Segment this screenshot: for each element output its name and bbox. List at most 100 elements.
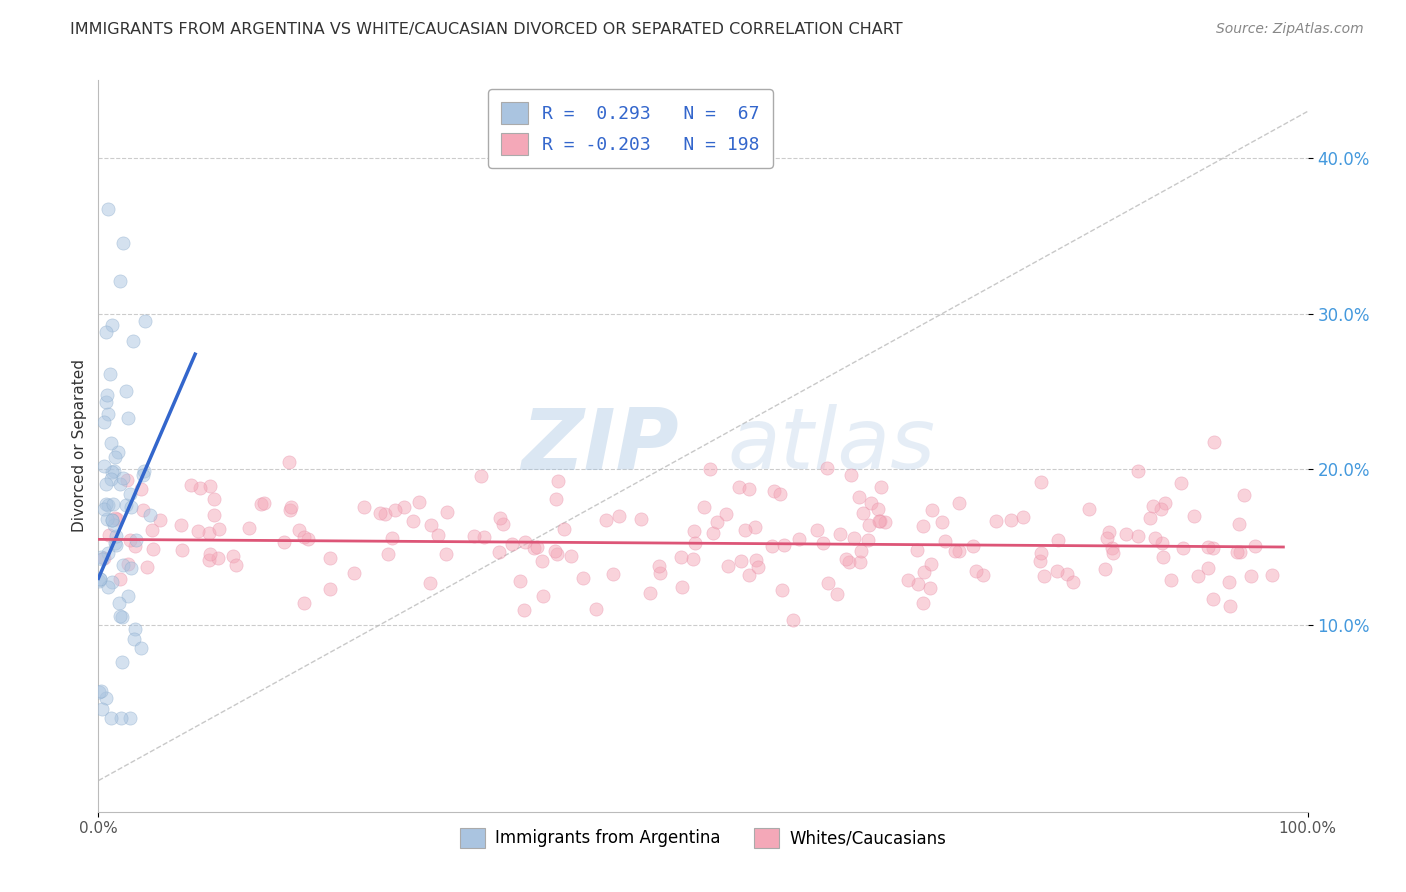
Point bbox=[1000, 513, 1022, 527]
Point bbox=[129, 641, 152, 656]
Point bbox=[125, 533, 148, 547]
Point bbox=[1046, 564, 1069, 578]
Point bbox=[472, 530, 495, 544]
Point bbox=[1170, 475, 1192, 490]
Point bbox=[1031, 475, 1053, 489]
Point bbox=[544, 544, 567, 558]
Point bbox=[849, 543, 872, 558]
Point bbox=[1011, 509, 1033, 524]
Point bbox=[374, 507, 396, 521]
Point bbox=[111, 655, 134, 669]
Point bbox=[319, 582, 342, 596]
Point bbox=[817, 575, 839, 590]
Point bbox=[544, 491, 567, 506]
Point bbox=[117, 557, 139, 571]
Point bbox=[225, 558, 247, 572]
Point bbox=[912, 565, 935, 579]
Point bbox=[948, 544, 970, 558]
Y-axis label: Divorced or Separated: Divorced or Separated bbox=[72, 359, 87, 533]
Point bbox=[135, 560, 157, 574]
Point bbox=[139, 508, 162, 523]
Point bbox=[94, 476, 117, 491]
Point bbox=[501, 536, 523, 550]
Point bbox=[1062, 574, 1084, 589]
Point bbox=[1243, 539, 1265, 553]
Point bbox=[94, 691, 117, 706]
Point bbox=[835, 552, 858, 566]
Point bbox=[859, 495, 882, 509]
Point bbox=[920, 581, 942, 595]
Point bbox=[392, 500, 415, 515]
Point bbox=[825, 587, 848, 601]
Point bbox=[200, 547, 222, 561]
Point bbox=[97, 202, 120, 217]
Point bbox=[103, 464, 125, 478]
Point bbox=[848, 555, 870, 569]
Point bbox=[117, 590, 139, 604]
Point bbox=[769, 487, 792, 501]
Point bbox=[107, 445, 129, 459]
Point bbox=[745, 552, 768, 566]
Point bbox=[572, 571, 595, 585]
Point bbox=[1126, 529, 1149, 543]
Point bbox=[1233, 488, 1256, 502]
Point bbox=[1197, 560, 1219, 574]
Point bbox=[815, 460, 838, 475]
Point bbox=[96, 325, 118, 339]
Point bbox=[1187, 568, 1209, 582]
Point bbox=[420, 517, 443, 532]
Point bbox=[111, 236, 134, 251]
Point bbox=[96, 388, 118, 402]
Point bbox=[434, 547, 457, 561]
Point bbox=[170, 542, 193, 557]
Point bbox=[353, 500, 375, 515]
Point bbox=[93, 416, 115, 430]
Point bbox=[110, 711, 132, 725]
Point bbox=[1171, 541, 1194, 555]
Point bbox=[509, 574, 531, 589]
Point bbox=[120, 711, 142, 725]
Point bbox=[91, 551, 114, 566]
Point bbox=[1144, 531, 1167, 545]
Point bbox=[108, 572, 131, 586]
Point bbox=[1219, 599, 1241, 613]
Point bbox=[972, 567, 994, 582]
Point bbox=[89, 685, 111, 699]
Point bbox=[470, 469, 492, 483]
Point bbox=[101, 514, 124, 528]
Point bbox=[602, 566, 624, 581]
Point bbox=[717, 558, 740, 573]
Point bbox=[683, 536, 706, 550]
Point bbox=[762, 483, 785, 498]
Point bbox=[1227, 517, 1250, 532]
Point bbox=[319, 551, 342, 566]
Point bbox=[747, 560, 769, 574]
Point bbox=[89, 572, 111, 586]
Point bbox=[1150, 502, 1173, 516]
Point bbox=[1160, 573, 1182, 587]
Point bbox=[103, 497, 125, 511]
Point bbox=[222, 549, 245, 563]
Point bbox=[436, 505, 458, 519]
Point bbox=[121, 561, 143, 575]
Point bbox=[630, 512, 652, 526]
Point bbox=[97, 498, 120, 512]
Point bbox=[523, 541, 546, 555]
Point bbox=[104, 450, 127, 464]
Point bbox=[101, 513, 124, 527]
Point bbox=[920, 557, 942, 571]
Point bbox=[734, 523, 756, 537]
Point bbox=[737, 567, 759, 582]
Point bbox=[93, 551, 115, 566]
Point bbox=[100, 711, 122, 725]
Point bbox=[1260, 567, 1282, 582]
Point bbox=[187, 524, 209, 538]
Point bbox=[142, 541, 165, 556]
Point bbox=[100, 472, 122, 486]
Point bbox=[104, 529, 127, 543]
Point bbox=[90, 683, 112, 698]
Point bbox=[98, 367, 121, 381]
Point bbox=[965, 565, 987, 579]
Point bbox=[169, 517, 191, 532]
Point bbox=[408, 495, 430, 509]
